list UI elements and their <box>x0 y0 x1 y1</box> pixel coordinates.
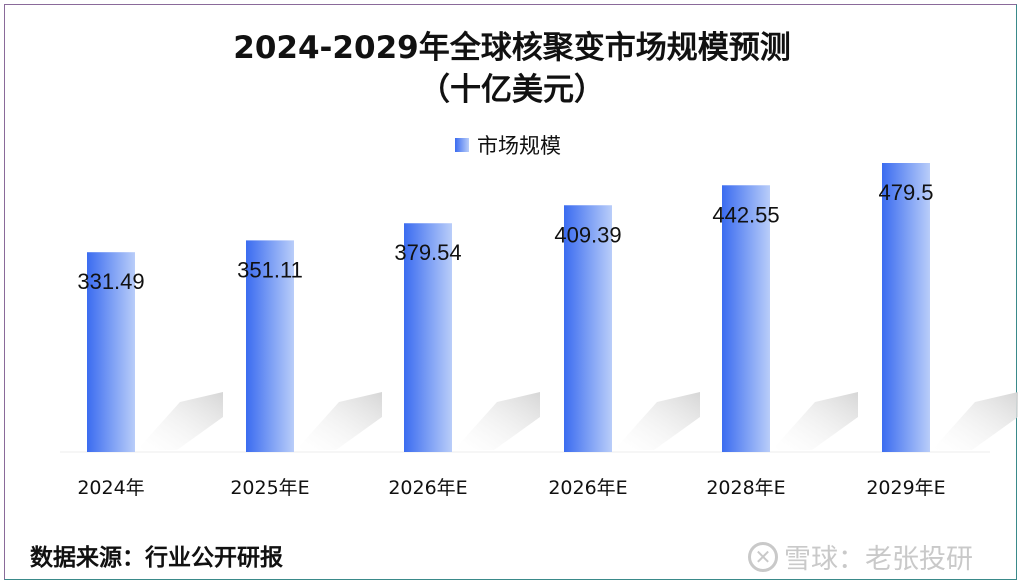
x-tick-label: 2026年E <box>388 477 467 499</box>
x-tick-label: 2026年E <box>548 477 627 499</box>
bar-shadow <box>932 392 1018 450</box>
legend: 市场规模 <box>455 130 561 160</box>
bar-shadow <box>296 392 382 450</box>
bar <box>87 252 135 452</box>
x-tick-label: 2028年E <box>706 477 785 499</box>
bar-shadow <box>454 392 540 450</box>
bar <box>564 205 612 452</box>
legend-label: 市场规模 <box>477 134 561 158</box>
x-tick-label: 2025年E <box>230 477 309 499</box>
watermark-text: 雪球：老张投研 <box>784 544 973 575</box>
data-label: 409.39 <box>554 222 621 247</box>
xueqiu-logo-icon: ✕ <box>748 541 778 572</box>
bar-shadow <box>137 392 223 450</box>
x-tick-label: 2024年 <box>77 477 144 499</box>
data-label: 379.54 <box>394 240 461 265</box>
data-label: 442.55 <box>712 202 779 227</box>
bar <box>722 185 770 452</box>
bar <box>404 223 452 452</box>
legend-swatch <box>455 138 469 152</box>
bar <box>246 240 294 452</box>
bar <box>882 163 930 452</box>
x-tick-label: 2029年E <box>866 477 945 499</box>
watermark: ✕ 雪球：老张投研 <box>748 537 973 576</box>
data-label: 479.5 <box>878 180 933 205</box>
bar-shadow <box>614 392 700 450</box>
source-note: 数据来源：行业公开研报 <box>30 545 283 571</box>
data-label: 331.49 <box>77 269 144 294</box>
chart-frame <box>4 4 1017 580</box>
data-label: 351.11 <box>237 257 303 282</box>
bar-shadow <box>772 392 858 450</box>
chart-subtitle: （十亿美元） <box>419 72 605 108</box>
chart-title: 2024-2029年全球核聚变市场规模预测 <box>233 30 791 66</box>
